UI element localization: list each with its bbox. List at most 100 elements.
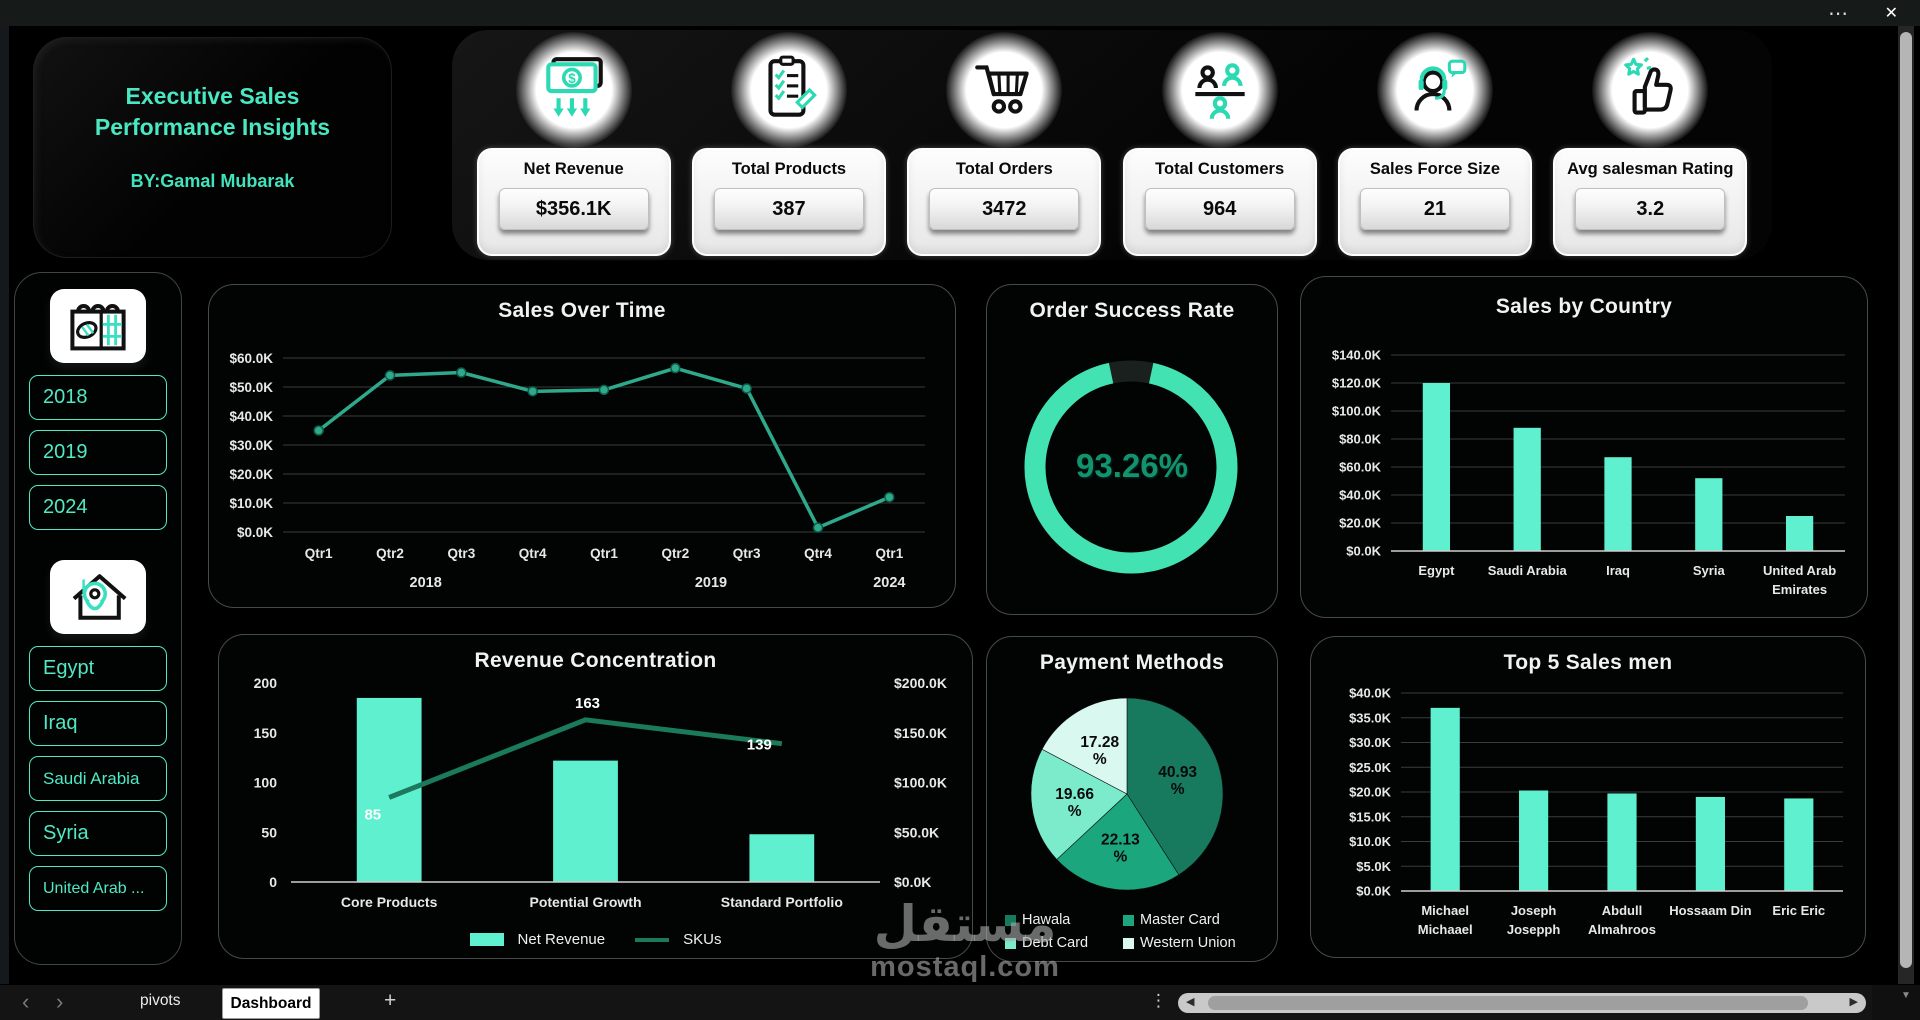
svg-text:150: 150 (254, 725, 278, 741)
svg-text:Standard Portfolio: Standard Portfolio (721, 894, 843, 910)
window-close-icon[interactable]: ✕ (1884, 5, 1898, 22)
svg-text:0: 0 (269, 874, 277, 890)
year-slicer-2024[interactable]: 2024 (29, 485, 167, 530)
kpi-label: Avg salesman Rating (1567, 160, 1734, 178)
svg-text:$15.0K: $15.0K (1349, 809, 1392, 824)
payment-methods-pie: 40.93% 22.13% 19.66% 17.28% (995, 689, 1271, 895)
svg-text:$120.0K: $120.0K (1332, 376, 1382, 391)
kpi-value: 964 (1144, 188, 1295, 230)
svg-text:19.66%: 19.66% (1055, 786, 1094, 820)
svg-text:Saudi Arabia: Saudi Arabia (1488, 563, 1568, 578)
vertical-scrollbar[interactable] (1898, 26, 1914, 984)
legend-debt-card: Debt Card (1022, 935, 1089, 951)
svg-text:$10.0K: $10.0K (1349, 834, 1392, 849)
checklist-icon (768, 55, 817, 117)
legend-hawala: Hawala (1022, 912, 1071, 928)
vscroll-down-icon[interactable]: ▼ (1901, 990, 1911, 1001)
year-slicer-2019[interactable]: 2019 (29, 430, 167, 475)
location-icon-card (50, 560, 146, 634)
svg-text:$25.0K: $25.0K (1349, 760, 1392, 775)
svg-text:50: 50 (261, 824, 277, 840)
country-slicer-saudi-arabia[interactable]: Saudi Arabia (29, 756, 167, 801)
master-card-swatch (1123, 914, 1134, 926)
vscroll-thumb[interactable] (1900, 32, 1912, 968)
svg-text:$80.0K: $80.0K (1339, 432, 1382, 447)
cart-icon (975, 65, 1029, 114)
kpi-value: 3472 (929, 188, 1080, 230)
kpi-value: 3.2 (1575, 188, 1726, 230)
window-menu-icon[interactable]: ⋯ (1828, 3, 1850, 25)
panel-revenue-concentration: Revenue Concentration 0 50 100 150 200 $0.0K $… (218, 634, 973, 959)
order-success-value: 93.26% (1076, 447, 1188, 484)
kpi-sales-force-size: Sales Force Size 21 (1332, 30, 1537, 260)
svg-text:$40.0K: $40.0K (1339, 488, 1382, 503)
country-slicer-uae[interactable]: United Arab ... (29, 866, 167, 911)
kpi-card: Total Orders 3472 (907, 148, 1102, 256)
horizontal-scrollbar[interactable]: ◀ ▶ (1178, 993, 1866, 1013)
svg-text:Josepph: Josepph (1507, 922, 1561, 937)
kpi-total-products: Total Products 387 (686, 30, 891, 260)
calendar-icon-card (50, 289, 146, 363)
sales-over-time-chart: $0.0K $10.0K $20.0K $30.0K $40.0K $50.0K $60.0… (215, 325, 951, 603)
legend-western-union: Western Union (1140, 935, 1236, 951)
sheet-tab-pivots[interactable]: pivots (140, 992, 181, 1009)
slicer-panel: 2018 2019 2024 Egypt Iraq Saudi Arabia S… (14, 272, 182, 965)
house-location-icon (72, 574, 127, 620)
hscroll-thumb[interactable] (1208, 996, 1808, 1010)
dashboard-title-card: Executive Sales Performance Insights BY:… (33, 37, 392, 258)
kpi-total-customers: Total Customers 964 (1117, 30, 1322, 260)
hawala-swatch (1005, 914, 1016, 926)
chart-title: Payment Methods (1039, 651, 1225, 674)
kpi-label: Sales Force Size (1369, 160, 1501, 178)
svg-text:Core Products: Core Products (341, 894, 438, 910)
country-slicer: Egypt Iraq Saudi Arabia Syria United Ara… (15, 646, 181, 911)
svg-text:$50.0K: $50.0K (894, 824, 939, 840)
svg-text:2018: 2018 (410, 575, 442, 591)
svg-text:$30.0K: $30.0K (1349, 735, 1392, 750)
add-sheet-button[interactable]: + (384, 989, 397, 1012)
country-slicer-iraq[interactable]: Iraq (29, 701, 167, 746)
svg-text:$0.0K: $0.0K (894, 874, 931, 890)
svg-text:$30.0K: $30.0K (229, 438, 273, 453)
svg-text:Qtr4: Qtr4 (519, 546, 547, 561)
country-slicer-syria[interactable]: Syria (29, 811, 167, 856)
kpi-label: Total Products (731, 160, 847, 178)
svg-text:Qtr2: Qtr2 (376, 546, 404, 561)
page-title: Executive Sales Performance Insights (94, 83, 331, 141)
country-slicer-egypt[interactable]: Egypt (29, 646, 167, 691)
panel-payment-methods: Payment Methods 40.93% 22.13% 19.66% 17.28%… (986, 636, 1278, 962)
support-agent-icon (1414, 59, 1467, 111)
kpi-card: Sales Force Size 21 (1337, 148, 1532, 256)
svg-text:Emirates: Emirates (1772, 582, 1827, 597)
hscroll-left-icon[interactable]: ◀ (1186, 996, 1195, 1008)
kpi-value: 21 (1359, 188, 1510, 230)
window-corner (1872, 985, 1920, 1020)
svg-text:2024: 2024 (873, 575, 905, 591)
svg-text:$20.0K: $20.0K (1339, 516, 1382, 531)
window-titlebar: ⋯ ✕ (0, 0, 1920, 27)
chart-title: Sales Over Time (498, 299, 666, 322)
svg-text:Qtr4: Qtr4 (804, 546, 832, 561)
sheet-tab-dashboard[interactable]: Dashboard (222, 988, 320, 1019)
year-slicer-2018[interactable]: 2018 (29, 375, 167, 420)
legend-skus: SKUs (683, 931, 722, 948)
panel-sales-over-time: Sales Over Time $0.0K $10.0K $20.0K $30.0K $… (208, 284, 956, 608)
svg-text:Iraq: Iraq (1606, 563, 1630, 578)
sheet-nav-prev-icon[interactable]: ‹ (22, 989, 30, 1014)
year-slicer: 2018 2019 2024 (15, 375, 181, 530)
sheet-more-icon[interactable]: ⋮ (1150, 991, 1167, 1010)
svg-text:Michael: Michael (1421, 903, 1469, 918)
svg-text:85: 85 (364, 806, 381, 823)
svg-text:$0.0K: $0.0K (1346, 544, 1381, 559)
kpi-label: Total Orders (955, 160, 1053, 178)
kpi-value: 387 (713, 188, 864, 230)
combo-legend: Net Revenue SKUs (219, 931, 972, 948)
svg-text:139: 139 (747, 737, 772, 754)
kpi-avg-salesman-rating: Avg salesman Rating 3.2 (1548, 30, 1753, 260)
hscroll-right-icon[interactable]: ▶ (1849, 996, 1858, 1008)
svg-text:Egypt: Egypt (1418, 563, 1455, 578)
customers-icon (1194, 63, 1245, 120)
thumbs-up-icon (1624, 57, 1674, 115)
svg-text:Syria: Syria (1693, 563, 1726, 578)
sheet-nav-next-icon[interactable]: › (56, 989, 64, 1014)
